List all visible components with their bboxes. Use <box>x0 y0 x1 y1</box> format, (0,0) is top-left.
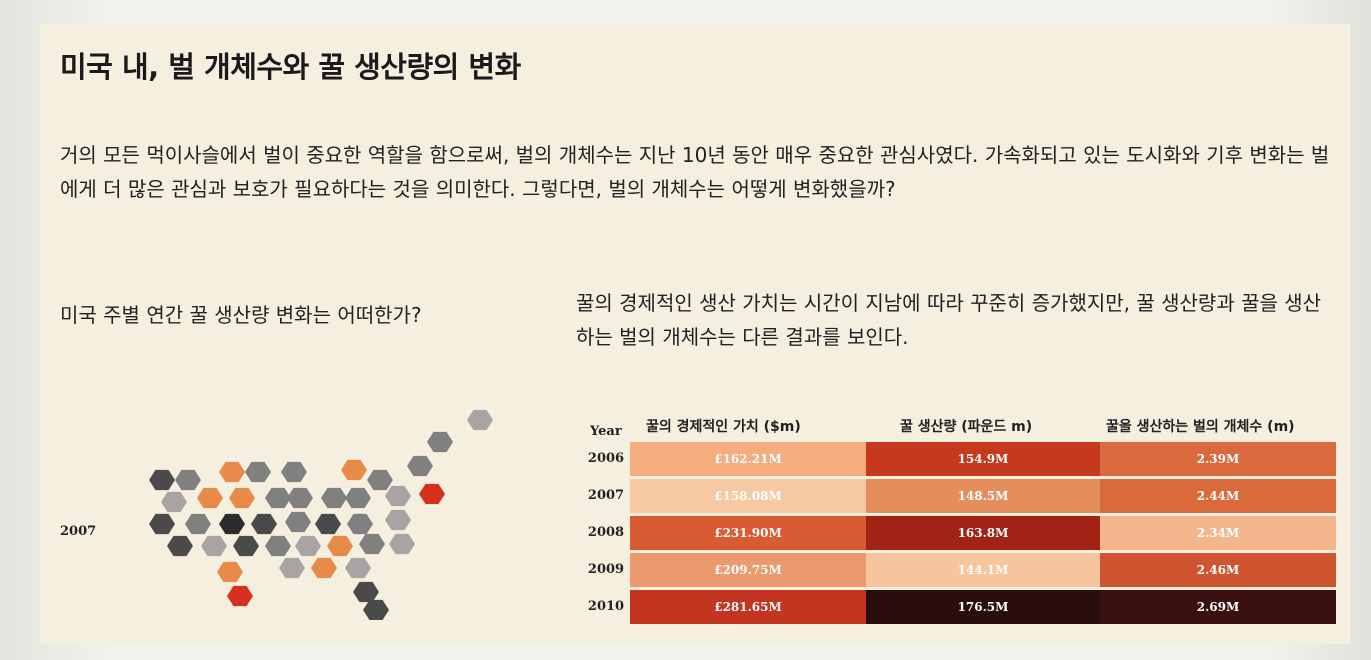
state-hex <box>427 431 453 453</box>
state-hex <box>385 485 411 507</box>
state-hex <box>341 459 367 481</box>
production-cell: 144.1M <box>866 553 1100 587</box>
honey-table: £162.21M 154.9M 2.39M £158.08M 148.5M 2.44M £2… <box>630 442 1336 628</box>
state-hex <box>321 487 347 509</box>
table-row: £231.90M 163.8M 2.34M <box>630 516 1336 550</box>
state-hex <box>363 599 389 620</box>
hex-map <box>149 409 493 620</box>
state-hex <box>315 513 341 535</box>
state-hex <box>367 469 393 491</box>
colonies-cell: 2.69M <box>1100 590 1336 624</box>
state-hex <box>281 461 307 483</box>
table-row: £162.21M 154.9M 2.39M <box>630 442 1336 476</box>
state-hex <box>347 513 373 535</box>
colonies-cell: 2.44M <box>1100 479 1336 513</box>
colonies-cell: 2.39M <box>1100 442 1336 476</box>
table-row: £281.65M 176.5M 2.69M <box>630 590 1336 624</box>
year-header: Year <box>590 424 622 439</box>
map-question: 미국 주별 연간 꿀 생산량 변화는 어떠한가? <box>60 303 422 327</box>
state-hex <box>197 487 223 509</box>
state-hex <box>311 557 337 579</box>
year-cell: 2007 <box>587 488 625 503</box>
production-cell: 163.8M <box>866 516 1100 550</box>
state-hex <box>149 469 175 491</box>
colonies-cell: 2.46M <box>1100 553 1336 587</box>
state-hex <box>287 487 313 509</box>
year-cell: 2009 <box>587 562 625 577</box>
state-hex <box>359 533 385 555</box>
colonies-cell: 2.34M <box>1100 516 1336 550</box>
year-cell: 2010 <box>587 599 625 614</box>
value-header: 꿀의 경제적인 가치 ($m) <box>646 419 801 435</box>
production-cell: 148.5M <box>866 479 1100 513</box>
state-hex <box>295 535 321 557</box>
production-header: 꿀 생산량 (파운드 m) <box>900 419 1033 435</box>
state-hex <box>345 487 371 509</box>
intro-paragraph: 거의 모든 먹이사슬에서 벌이 중요한 역할을 함으로써, 벌의 개체수는 지난… <box>60 143 1330 201</box>
state-hex <box>161 491 187 513</box>
state-hex <box>407 455 433 477</box>
state-hex <box>227 585 253 607</box>
state-hex <box>219 461 245 483</box>
table-row: £158.08M 148.5M 2.44M <box>630 479 1336 513</box>
year-cell: 2006 <box>587 451 625 466</box>
state-hex <box>327 535 353 557</box>
state-hex <box>175 469 201 491</box>
state-hex <box>279 557 305 579</box>
value-cell: £158.08M <box>630 479 866 513</box>
state-hex <box>201 535 227 557</box>
colonies-header: 꿀을 생산하는 벌의 개체수 (m) <box>1106 419 1295 435</box>
value-cell: £209.75M <box>630 553 866 587</box>
state-hex <box>265 487 291 509</box>
table-question: 꿀의 경제적인 생산 가치는 시간이 지남에 따라 꾸준히 증가했지만, 꿀 생… <box>576 291 1322 349</box>
state-hex <box>185 513 211 535</box>
state-hex <box>217 561 243 583</box>
state-hex <box>251 513 277 535</box>
production-cell: 176.5M <box>866 590 1100 624</box>
state-hex <box>233 535 259 557</box>
map-year-label: 2007 <box>60 524 97 539</box>
state-hex <box>389 533 415 555</box>
production-cell: 154.9M <box>866 442 1100 476</box>
state-hex <box>219 513 245 535</box>
state-hex <box>419 483 445 505</box>
value-cell: £281.65M <box>630 590 866 624</box>
state-hex <box>345 557 371 579</box>
state-hex <box>353 581 379 603</box>
state-hex <box>467 409 493 431</box>
value-cell: £231.90M <box>630 516 866 550</box>
page-title: 미국 내, 벌 개체수와 꿀 생산량의 변화 <box>60 50 521 84</box>
state-hex <box>149 513 175 535</box>
year-cell: 2008 <box>587 525 625 540</box>
state-hex <box>245 461 271 483</box>
state-hex <box>265 535 291 557</box>
state-hex <box>285 511 311 533</box>
table-row: £209.75M 144.1M 2.46M <box>630 553 1336 587</box>
state-hex <box>385 509 411 531</box>
state-hex <box>229 487 255 509</box>
value-cell: £162.21M <box>630 442 866 476</box>
state-hex <box>167 535 193 557</box>
